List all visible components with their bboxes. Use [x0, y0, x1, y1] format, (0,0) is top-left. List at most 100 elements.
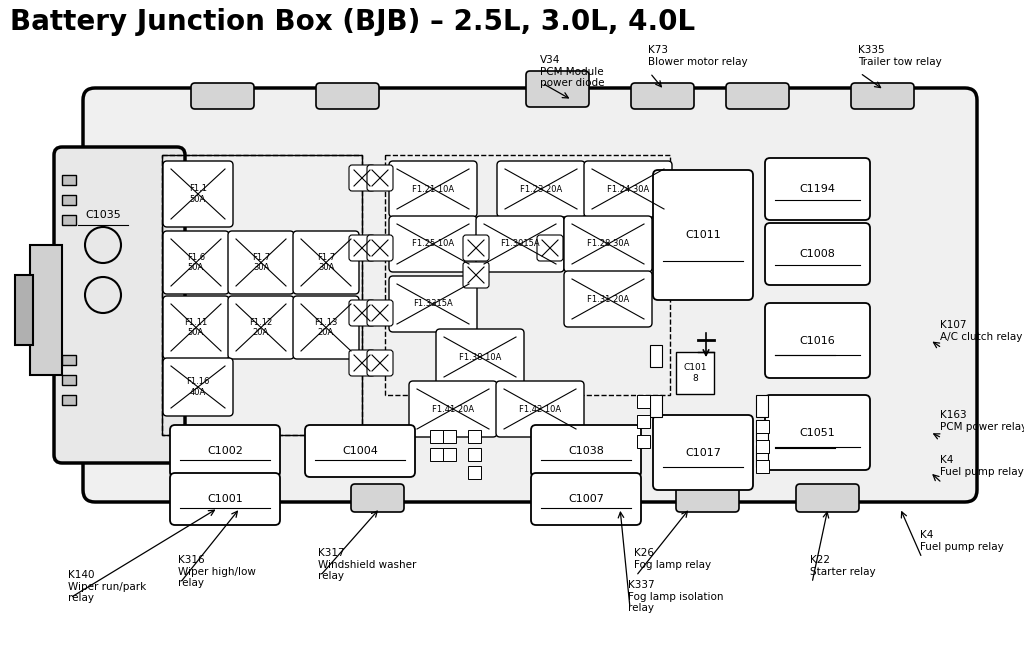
FancyBboxPatch shape [765, 395, 870, 470]
FancyBboxPatch shape [409, 381, 497, 437]
FancyBboxPatch shape [765, 223, 870, 285]
FancyBboxPatch shape [389, 216, 477, 272]
FancyBboxPatch shape [305, 425, 415, 477]
FancyBboxPatch shape [463, 235, 489, 261]
FancyBboxPatch shape [349, 300, 375, 326]
FancyBboxPatch shape [564, 271, 652, 327]
Bar [430, 448, 443, 461]
Bar [637, 395, 650, 408]
FancyBboxPatch shape [349, 165, 375, 191]
Text: C1051: C1051 [800, 428, 836, 437]
Text: C1017: C1017 [685, 447, 721, 458]
Bar [756, 395, 768, 417]
Text: K73
Blower motor relay: K73 Blower motor relay [648, 45, 748, 66]
FancyBboxPatch shape [228, 231, 294, 294]
Text: K163
PCM power relay: K163 PCM power relay [940, 410, 1024, 432]
Text: C1008: C1008 [800, 249, 836, 259]
Bar [756, 420, 769, 433]
Bar [162, 155, 362, 435]
FancyBboxPatch shape [349, 235, 375, 261]
Bar [650, 345, 662, 367]
Text: C1004: C1004 [342, 446, 378, 456]
Bar [756, 445, 768, 467]
Text: K26
Fog lamp relay: K26 Fog lamp relay [634, 548, 711, 569]
FancyBboxPatch shape [726, 83, 790, 109]
FancyBboxPatch shape [367, 235, 393, 261]
Bar [62, 375, 76, 385]
FancyBboxPatch shape [496, 381, 584, 437]
Bar [756, 420, 768, 442]
Text: C1001: C1001 [207, 494, 243, 504]
FancyBboxPatch shape [526, 71, 589, 107]
Text: Battery Junction Box (BJB) – 2.5L, 3.0L, 4.0L: Battery Junction Box (BJB) – 2.5L, 3.0L,… [10, 8, 695, 36]
Text: F1.12
20A: F1.12 20A [250, 318, 272, 337]
Text: F1.24 30A: F1.24 30A [607, 185, 649, 194]
Bar [756, 440, 769, 453]
Bar [637, 435, 650, 448]
Bar [443, 448, 456, 461]
Bar [62, 175, 76, 185]
FancyBboxPatch shape [463, 262, 489, 288]
Text: K140
Wiper run/park
relay: K140 Wiper run/park relay [68, 570, 146, 603]
FancyBboxPatch shape [83, 88, 977, 502]
FancyBboxPatch shape [631, 83, 694, 109]
Bar [62, 195, 76, 205]
FancyBboxPatch shape [293, 296, 359, 359]
Bar [62, 215, 76, 225]
Text: K22
Starter relay: K22 Starter relay [810, 555, 876, 577]
Bar [15, 275, 33, 345]
FancyBboxPatch shape [293, 231, 359, 294]
Bar [637, 415, 650, 428]
Text: K317
Windshield washer
relay: K317 Windshield washer relay [318, 548, 417, 581]
Text: F1.41 20A: F1.41 20A [432, 404, 474, 413]
FancyBboxPatch shape [367, 165, 393, 191]
FancyBboxPatch shape [436, 329, 524, 385]
Text: C1002: C1002 [207, 446, 243, 456]
FancyBboxPatch shape [765, 158, 870, 220]
FancyBboxPatch shape [316, 83, 379, 109]
FancyBboxPatch shape [796, 484, 859, 512]
Bar [650, 395, 662, 417]
FancyBboxPatch shape [584, 161, 672, 217]
Text: F1.3015A: F1.3015A [500, 239, 540, 248]
Text: K4
Fuel pump relay: K4 Fuel pump relay [940, 455, 1024, 476]
Text: K316
Wiper high/low
relay: K316 Wiper high/low relay [178, 555, 256, 588]
Text: F1.13
20A: F1.13 20A [314, 318, 338, 337]
Bar [62, 355, 76, 365]
Text: F1.21 10A: F1.21 10A [412, 185, 454, 194]
FancyBboxPatch shape [163, 231, 229, 294]
Text: F1.25 10A: F1.25 10A [412, 239, 454, 248]
FancyBboxPatch shape [676, 484, 739, 512]
Text: F1.31 20A: F1.31 20A [587, 294, 629, 304]
FancyBboxPatch shape [476, 216, 564, 272]
Text: F1.11
50A: F1.11 50A [184, 318, 208, 337]
FancyBboxPatch shape [765, 303, 870, 378]
Text: C1011: C1011 [685, 230, 721, 240]
FancyBboxPatch shape [351, 484, 404, 512]
Text: F1.28 30A: F1.28 30A [587, 239, 629, 248]
Text: C101
8: C101 8 [683, 363, 707, 383]
FancyBboxPatch shape [163, 358, 233, 416]
Text: F1.1
50A: F1.1 50A [189, 185, 207, 203]
Bar [385, 155, 670, 395]
FancyBboxPatch shape [163, 296, 229, 359]
FancyBboxPatch shape [170, 425, 280, 477]
FancyBboxPatch shape [497, 161, 585, 217]
FancyBboxPatch shape [531, 473, 641, 525]
Bar [162, 155, 362, 435]
FancyBboxPatch shape [206, 484, 269, 512]
Bar [30, 245, 62, 375]
FancyBboxPatch shape [389, 276, 477, 332]
FancyBboxPatch shape [367, 300, 393, 326]
FancyBboxPatch shape [389, 161, 477, 217]
Text: F1.42 10A: F1.42 10A [519, 404, 561, 413]
Text: K4
Fuel pump relay: K4 Fuel pump relay [920, 530, 1004, 552]
Text: C1194: C1194 [800, 184, 836, 194]
FancyBboxPatch shape [191, 83, 254, 109]
FancyBboxPatch shape [653, 415, 753, 490]
FancyBboxPatch shape [170, 473, 280, 525]
FancyBboxPatch shape [349, 350, 375, 376]
Bar [62, 395, 76, 405]
Text: K337
Fog lamp isolation
relay: K337 Fog lamp isolation relay [628, 580, 724, 613]
Text: F1.23 20A: F1.23 20A [520, 185, 562, 194]
